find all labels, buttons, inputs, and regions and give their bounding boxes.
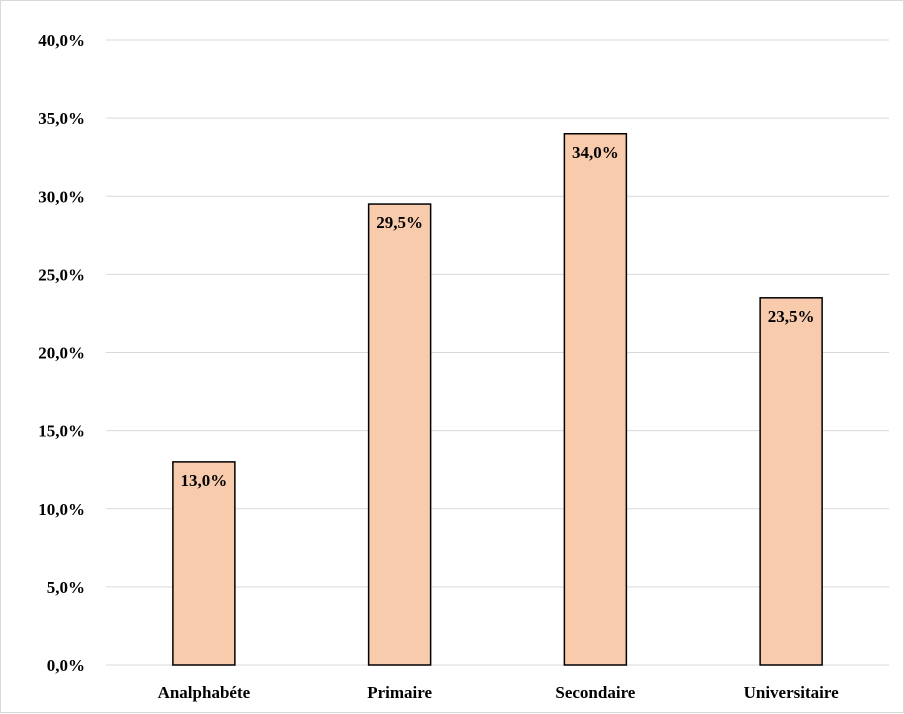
gridlines <box>106 39 889 666</box>
category-label: Universitaire <box>744 683 840 702</box>
y-tick-label: 20,0% <box>38 344 85 363</box>
category-label: Analphabéte <box>158 683 251 702</box>
bar-data-label: 23,5% <box>768 307 815 326</box>
category-label: Secondaire <box>555 683 635 702</box>
bar-data-label: 34,0% <box>572 143 619 162</box>
bar <box>172 461 236 666</box>
y-axis-tick-labels: 0,0% 5,0% 10,0% 15,0% 20,0% 25,0% 30,0% 35,0% 40… <box>38 31 85 675</box>
bar <box>563 133 628 666</box>
y-tick-label: 15,0% <box>38 422 85 441</box>
category-label: Primaire <box>367 683 432 702</box>
bar <box>759 297 823 666</box>
y-tick-label: 5,0% <box>47 578 85 597</box>
y-tick-label: 0,0% <box>47 656 85 675</box>
bar-data-label: 29,5% <box>376 213 423 232</box>
y-tick-label: 25,0% <box>38 265 85 284</box>
bar <box>367 203 432 666</box>
x-axis-category-labels: Analphabéte Primaire Secondaire Universitai… <box>158 683 840 702</box>
y-tick-label: 35,0% <box>38 109 85 128</box>
y-tick-label: 30,0% <box>38 187 85 206</box>
y-tick-label: 40,0% <box>38 31 85 50</box>
bars <box>172 133 823 666</box>
bar-data-label: 13,0% <box>181 471 228 490</box>
y-tick-label: 10,0% <box>38 500 85 519</box>
data-labels: 13,0% 29,5% 34,0% 23,5% <box>181 143 815 490</box>
